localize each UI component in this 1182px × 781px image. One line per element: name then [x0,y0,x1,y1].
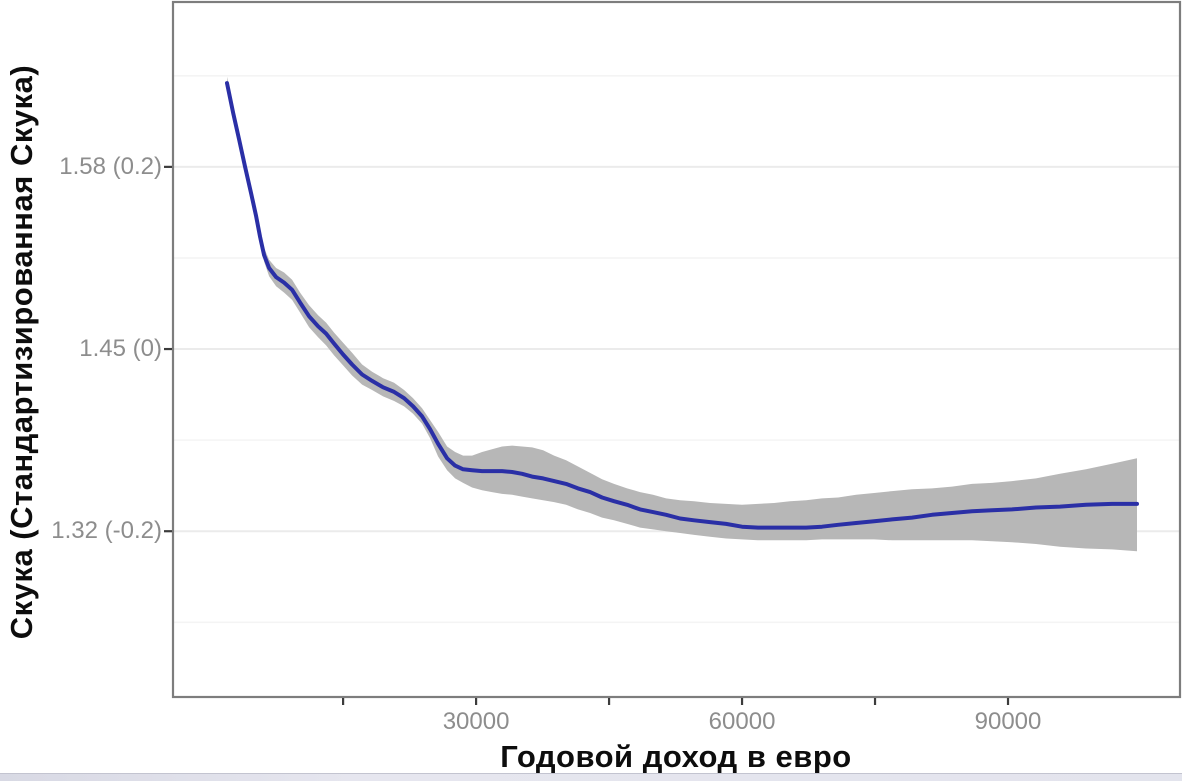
bottom-edge-strip [0,773,1182,781]
gridlines-minor [173,74,1179,624]
gridlines-major [173,165,1179,533]
panel-border [171,0,1182,699]
x-axis-title: Годовой доход в евро [500,739,852,774]
smooth-line [225,81,1139,530]
x-tick-label: 30000 [442,708,510,735]
x-tick-label: 60000 [708,708,776,735]
x-tick-label: 90000 [974,708,1042,735]
axis-tick-marks [164,165,1010,705]
y-axis-title: Скука (Стандартизированная Скука) [4,64,39,640]
y-tick-label: 1.58 (0.2) [59,152,162,180]
y-tick-label: 1.45 (0) [79,335,162,363]
y-tick-label: 1.32 (-0.2) [51,517,162,545]
confidence-ribbon [227,76,1137,552]
